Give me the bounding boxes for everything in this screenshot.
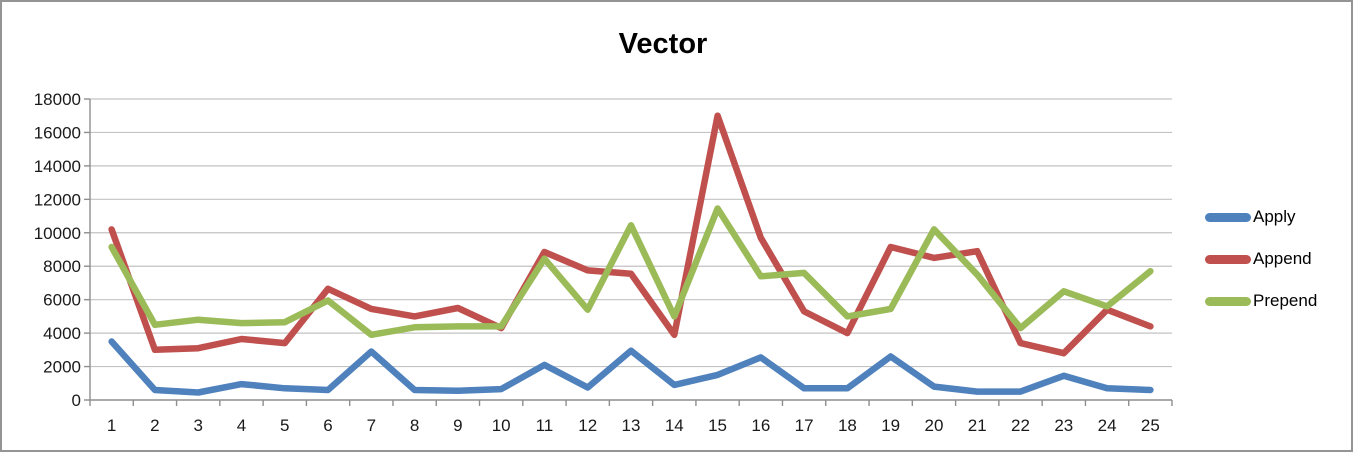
x-axis-label: 4 [237, 416, 246, 435]
y-axis-label: 12000 [34, 190, 81, 209]
legend-label: Apply [1253, 207, 1296, 226]
x-axis-label: 17 [795, 416, 814, 435]
x-axis-label: 21 [968, 416, 987, 435]
x-axis-label: 1 [107, 416, 116, 435]
legend-swatch-prepend [1205, 296, 1251, 306]
x-axis-label: 25 [1141, 416, 1160, 435]
y-axis-label: 16000 [34, 123, 81, 142]
x-axis-label: 15 [708, 416, 727, 435]
legend-swatch-apply [1205, 212, 1251, 222]
chart-title: Vector [618, 28, 708, 60]
y-axis-label: 6000 [43, 291, 81, 310]
x-axis-label: 20 [924, 416, 943, 435]
x-axis-label: 12 [578, 416, 597, 435]
x-axis-label: 8 [410, 416, 419, 435]
y-axis-label: 8000 [43, 257, 81, 276]
legend-label: Prepend [1253, 291, 1318, 310]
x-axis-label: 23 [1054, 416, 1073, 435]
x-axis-label: 7 [367, 416, 376, 435]
series-line-apply[interactable] [108, 338, 1154, 396]
x-axis-label: 11 [536, 416, 554, 435]
x-axis-label: 5 [280, 416, 289, 435]
x-axis-label: 2 [150, 416, 159, 435]
y-axis-label: 4000 [43, 324, 81, 343]
x-axis-label: 16 [751, 416, 770, 435]
x-axis-label: 18 [838, 416, 857, 435]
legend-item-append[interactable]: Append [1205, 249, 1317, 268]
y-axis-label: 14000 [34, 157, 81, 176]
y-axis-label: 2000 [43, 358, 81, 377]
y-axis-label: 10000 [34, 224, 81, 243]
legend: Apply Append Prepend [1205, 207, 1318, 334]
legend-item-prepend[interactable]: Prepend [1205, 291, 1318, 310]
legend-item-apply[interactable]: Apply [1205, 207, 1317, 226]
x-axis-label: 3 [193, 416, 202, 435]
x-axis-label: 24 [1098, 416, 1117, 435]
y-axis-label: 0 [72, 391, 81, 410]
x-axis-label: 10 [492, 416, 511, 435]
series-line-append[interactable] [108, 112, 1154, 357]
x-axis-label: 14 [665, 416, 684, 435]
y-axis-label: 18000 [34, 90, 81, 109]
x-axis-label: 19 [881, 416, 900, 435]
x-axis-label: 13 [622, 416, 641, 435]
x-axis-label: 6 [323, 416, 332, 435]
x-axis-label: 22 [1011, 416, 1030, 435]
legend-swatch-append [1205, 254, 1251, 264]
series-line-prepend[interactable] [108, 205, 1154, 339]
x-axis-label: 9 [453, 416, 462, 435]
legend-label: Append [1253, 249, 1312, 268]
